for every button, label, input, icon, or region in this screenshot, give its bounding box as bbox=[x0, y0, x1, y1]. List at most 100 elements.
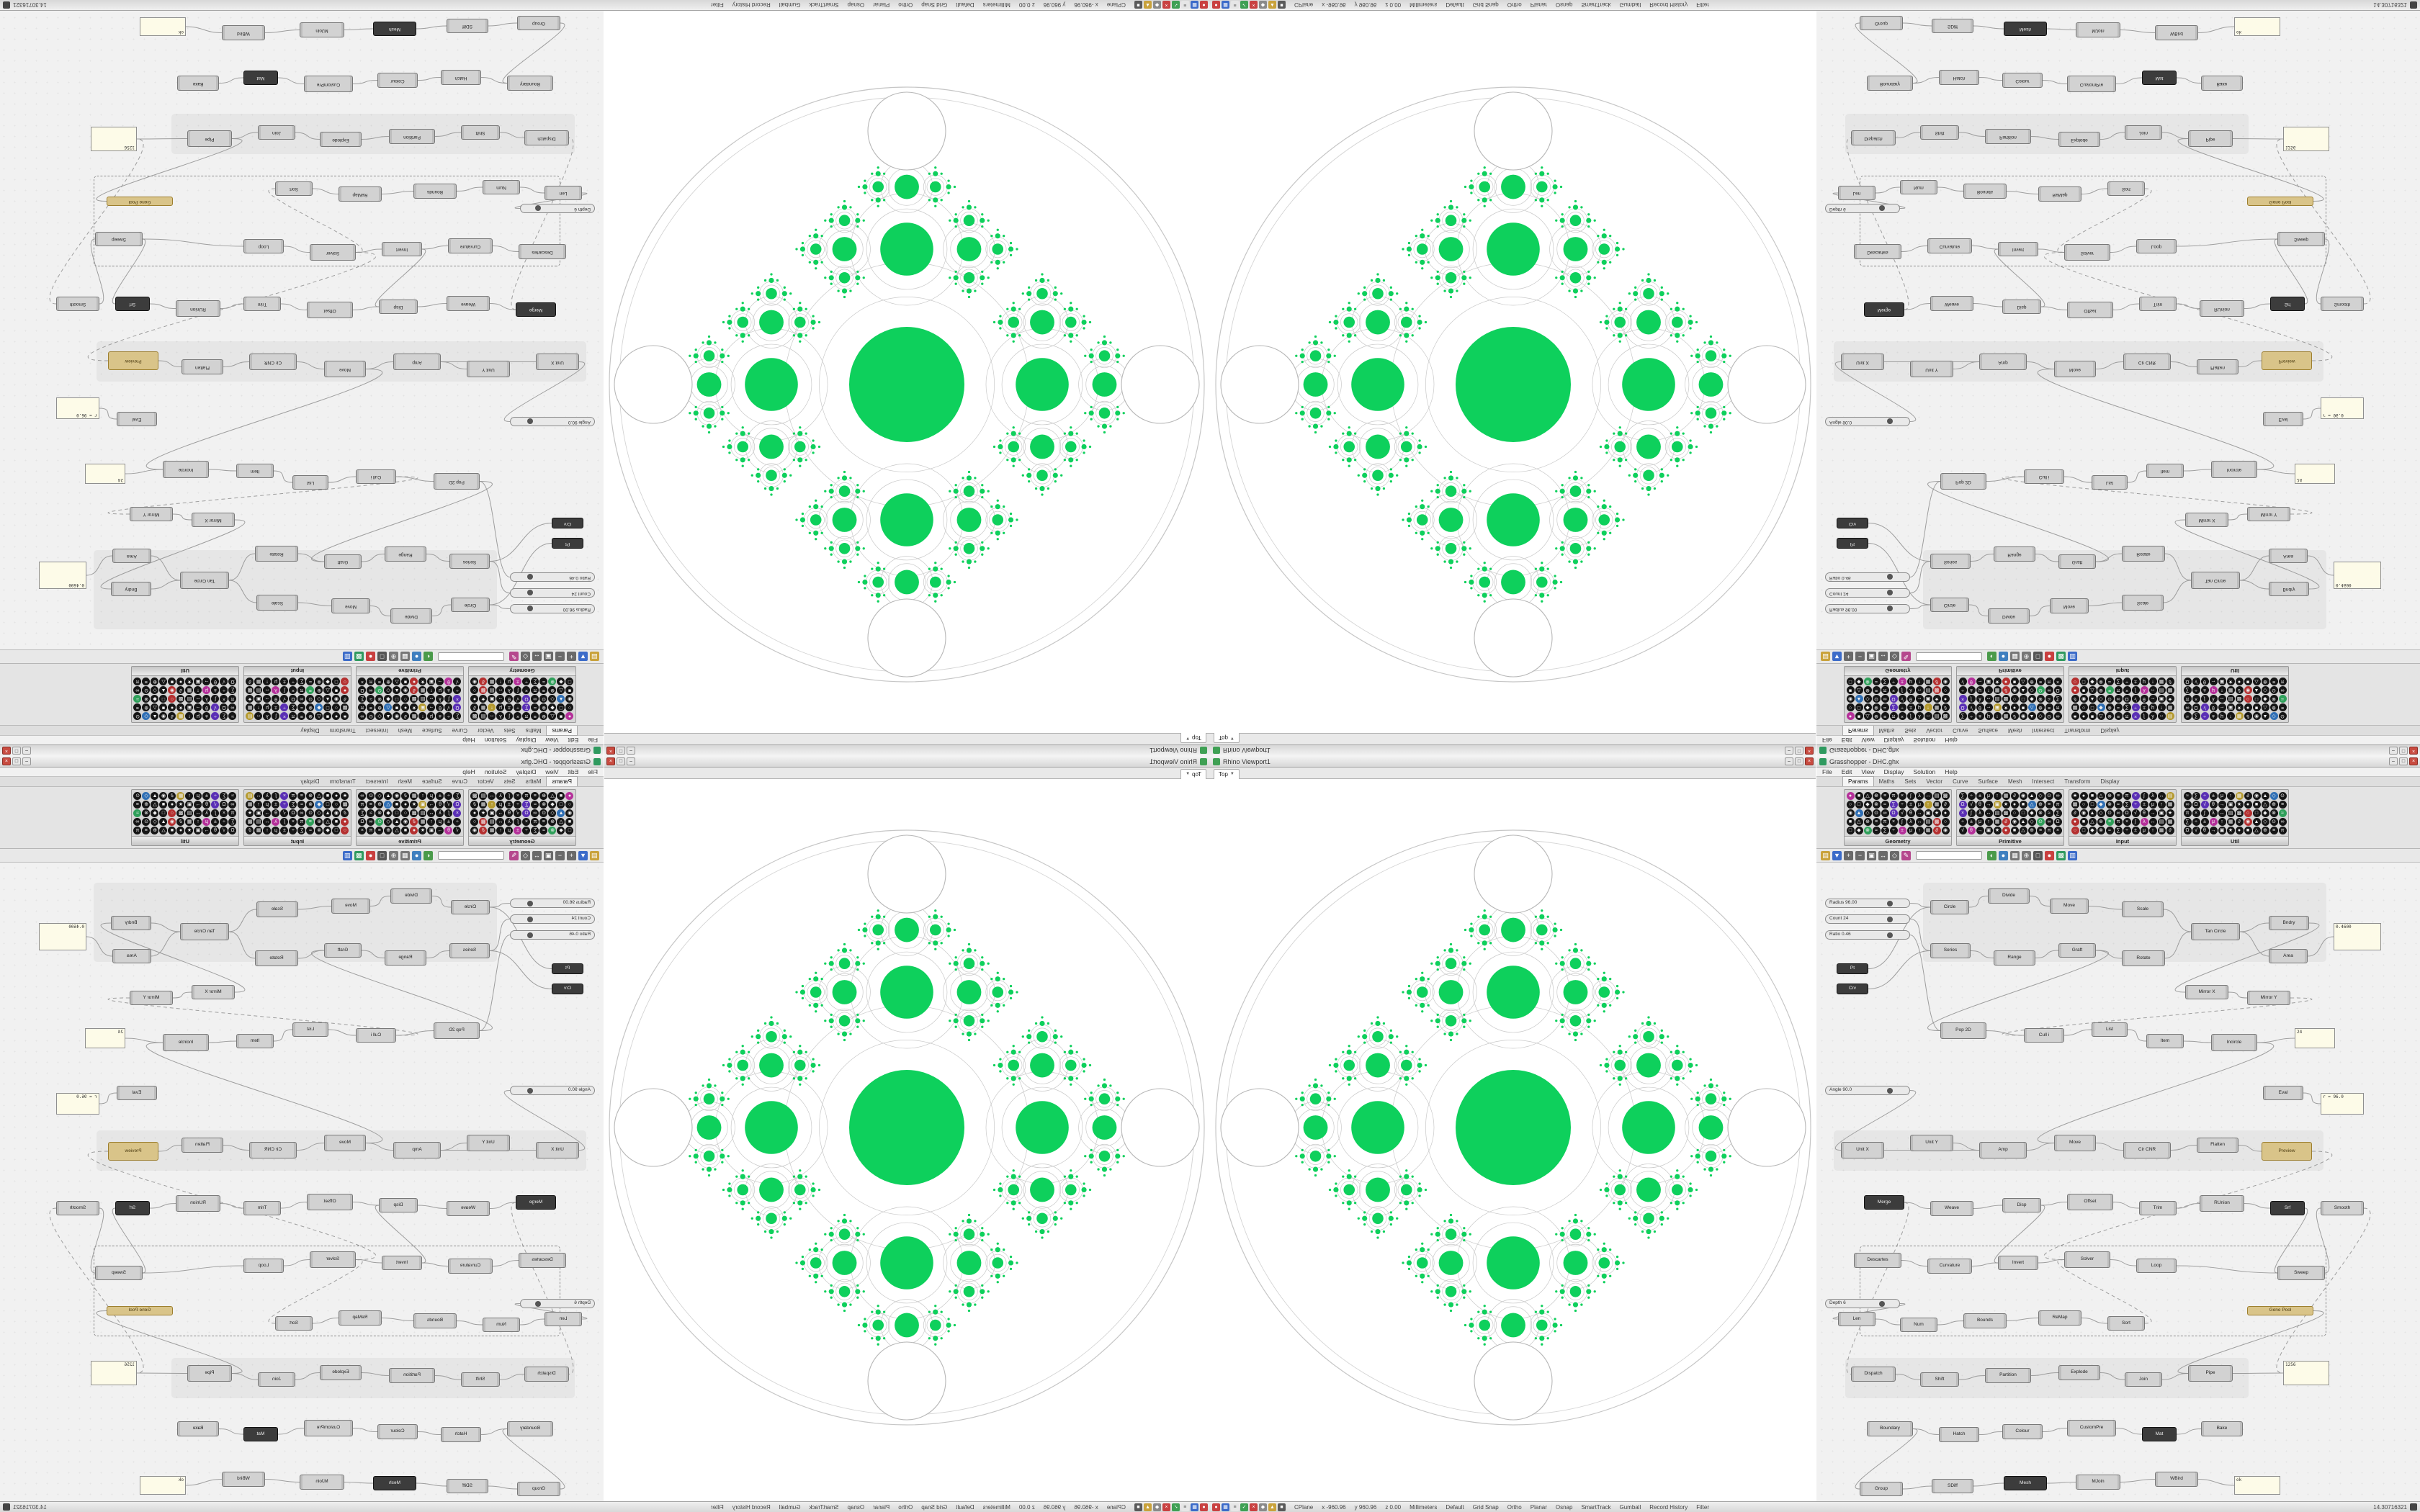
component-icon[interactable]: ∑ bbox=[1958, 712, 1967, 721]
status-segment[interactable]: x -960.96 bbox=[1074, 1503, 1098, 1511]
component-icon[interactable]: ≈ bbox=[297, 800, 306, 809]
component-icon[interactable]: ≈ bbox=[2114, 800, 2123, 809]
status-segment[interactable]: Gumball bbox=[779, 1503, 801, 1511]
component-icon[interactable]: ◉ bbox=[332, 809, 341, 817]
status-segment[interactable]: Record History bbox=[732, 1, 771, 9]
component-icon[interactable]: Ω bbox=[2192, 703, 2200, 712]
component-icon[interactable]: ≡ bbox=[375, 826, 384, 834]
component-icon[interactable]: ◆ bbox=[1855, 826, 1863, 834]
component-icon[interactable]: ∂ bbox=[401, 712, 410, 721]
gh-node[interactable]: Partition bbox=[1985, 1368, 2031, 1383]
component-icon[interactable]: × bbox=[289, 817, 297, 826]
component-icon[interactable]: ⊙ bbox=[306, 809, 315, 817]
component-icon[interactable]: ∫ bbox=[1898, 817, 1906, 826]
component-icon[interactable]: ⊙ bbox=[2045, 712, 2053, 721]
component-icon[interactable]: ■ bbox=[401, 678, 410, 686]
component-icon[interactable]: ⊙ bbox=[375, 686, 384, 695]
record-icon[interactable]: ● bbox=[366, 850, 375, 860]
status-segment[interactable]: y 960.96 bbox=[1043, 1, 1066, 9]
component-icon[interactable]: ★ bbox=[479, 695, 488, 703]
component-icon[interactable]: ▲ bbox=[1855, 809, 1863, 817]
gh-node[interactable]: Join bbox=[2125, 125, 2162, 140]
gh-node[interactable]: Weave bbox=[447, 296, 490, 311]
component-icon[interactable]: ∫ bbox=[280, 686, 289, 695]
component-icon[interactable]: ● bbox=[470, 695, 479, 703]
tab-mesh[interactable]: Mesh bbox=[2007, 778, 2022, 785]
component-icon[interactable]: θ bbox=[1967, 678, 1976, 686]
component-icon[interactable]: ▩ bbox=[410, 809, 418, 817]
component-icon[interactable]: ± bbox=[280, 826, 289, 834]
component-icon[interactable]: ≡ bbox=[367, 800, 375, 809]
component-icon[interactable]: ≈ bbox=[539, 826, 548, 834]
canvas-search-input[interactable] bbox=[1916, 851, 1982, 860]
component-icon[interactable]: μ bbox=[1915, 800, 1924, 809]
component-icon[interactable]: π bbox=[522, 712, 531, 721]
component-icon[interactable]: × bbox=[453, 695, 462, 703]
component-icon[interactable]: ▦ bbox=[2235, 791, 2244, 800]
component-icon[interactable]: ≡ bbox=[2269, 826, 2278, 834]
component-icon[interactable]: ∂ bbox=[479, 678, 488, 686]
component-icon[interactable]: Ω bbox=[358, 686, 367, 695]
component-icon[interactable]: √ bbox=[1898, 809, 1906, 817]
status-segment[interactable]: Millimeters bbox=[982, 1503, 1010, 1511]
status-segment[interactable]: Planar bbox=[1530, 1, 1547, 9]
gumball-icon[interactable]: ■ bbox=[1278, 1, 1286, 9]
component-icon[interactable]: √ bbox=[2200, 800, 2209, 809]
component-icon[interactable]: → bbox=[2218, 703, 2226, 712]
component-icon[interactable]: → bbox=[2218, 800, 2226, 809]
gh-node[interactable]: Eval bbox=[117, 1086, 157, 1100]
component-icon[interactable]: ± bbox=[2200, 686, 2209, 695]
gh-node[interactable]: Num bbox=[1900, 1318, 1937, 1332]
component-icon[interactable]: □ bbox=[565, 678, 574, 686]
component-icon[interactable]: ★ bbox=[2166, 809, 2174, 817]
gh-node[interactable]: Disp bbox=[379, 1198, 418, 1212]
component-icon[interactable]: ↑ bbox=[2218, 817, 2226, 826]
component-icon[interactable]: ∞ bbox=[2183, 703, 2192, 712]
gh-node[interactable]: Ratio 0.46 bbox=[510, 930, 595, 940]
status-segment[interactable]: x -960.96 bbox=[1074, 1, 1098, 9]
component-icon[interactable]: √ bbox=[211, 703, 220, 712]
component-icon[interactable]: ÷ bbox=[280, 703, 289, 712]
component-icon[interactable]: ▣ bbox=[1984, 826, 1993, 834]
component-icon[interactable]: ▣ bbox=[2226, 703, 2235, 712]
component-icon[interactable]: ⊕ bbox=[2027, 678, 2036, 686]
tab-maths[interactable]: Maths bbox=[525, 727, 542, 734]
component-icon[interactable]: △ bbox=[2097, 791, 2105, 800]
component-icon[interactable]: ↔ bbox=[488, 791, 496, 800]
gh-node[interactable]: Eval bbox=[2263, 1086, 2303, 1100]
component-icon[interactable]: ★ bbox=[1993, 826, 2002, 834]
viewport-canvas[interactable] bbox=[604, 779, 1210, 1501]
component-icon[interactable]: ▩ bbox=[1941, 712, 1950, 721]
component-icon[interactable]: ∫ bbox=[280, 817, 289, 826]
component-icon[interactable]: π bbox=[1889, 712, 1898, 721]
component-icon[interactable]: ◇ bbox=[1863, 809, 1872, 817]
gh-node[interactable]: Weave bbox=[447, 1201, 490, 1216]
component-icon[interactable]: λ bbox=[436, 695, 444, 703]
gh-node[interactable]: Pt bbox=[1837, 963, 1868, 974]
component-icon[interactable]: ● bbox=[470, 809, 479, 817]
gh-node[interactable]: Area bbox=[2269, 949, 2308, 963]
component-icon[interactable]: ∫ bbox=[272, 712, 280, 721]
component-icon[interactable]: √ bbox=[1958, 678, 1967, 686]
gh-node[interactable]: Disp bbox=[2002, 300, 2041, 314]
tab-display[interactable]: Display bbox=[300, 778, 320, 785]
gh-node[interactable]: Angle 90.0 bbox=[510, 417, 595, 426]
gh-node[interactable]: Angle 90.0 bbox=[1825, 1086, 1910, 1095]
gh-node[interactable]: Srf bbox=[115, 297, 150, 311]
component-icon[interactable]: ▤ bbox=[1993, 809, 2002, 817]
gh-node[interactable]: Cir CNR bbox=[2123, 1142, 2171, 1158]
component-icon[interactable]: ◆ bbox=[548, 703, 557, 712]
component-icon[interactable]: ÷ bbox=[1898, 800, 1906, 809]
component-icon[interactable]: π bbox=[2183, 809, 2192, 817]
gh-node[interactable]: Loop bbox=[2136, 1259, 2177, 1273]
component-icon[interactable]: × bbox=[522, 817, 531, 826]
component-icon[interactable]: ■ bbox=[323, 712, 332, 721]
component-icon[interactable]: △ bbox=[384, 703, 393, 712]
gh-node[interactable]: Sweep bbox=[2277, 232, 2325, 246]
status-segment[interactable]: z 0.00 bbox=[1385, 1, 1402, 9]
component-icon[interactable]: ▣ bbox=[488, 809, 496, 817]
component-icon[interactable]: ▦ bbox=[2235, 712, 2244, 721]
preview-wire-icon[interactable]: ◐ bbox=[424, 850, 433, 860]
component-icon[interactable]: ◉ bbox=[470, 678, 479, 686]
component-icon[interactable]: ≡ bbox=[2105, 686, 2114, 695]
